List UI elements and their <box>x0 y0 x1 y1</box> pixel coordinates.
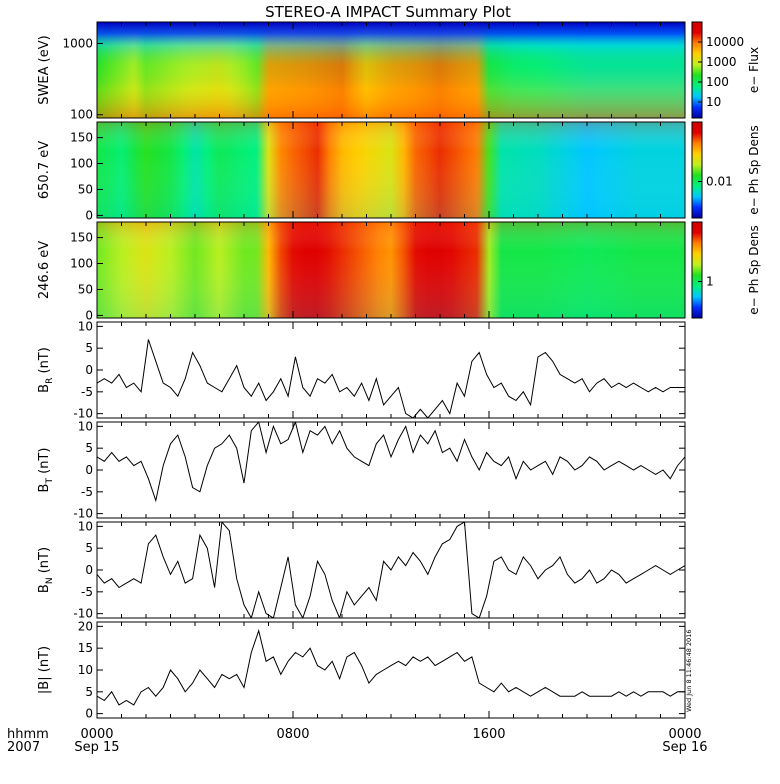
panel-7: 20 15 10 5 0 |B| (nT) <box>37 619 686 721</box>
colorbar-label: e− Ph Sp Dens <box>747 125 761 214</box>
y-tick-label: 100 <box>70 108 93 122</box>
generation-timestamp: Wed Jun 8 11:46:48 2016 <box>685 630 693 712</box>
x-tick-label: 0000 <box>668 727 701 742</box>
y-tick-label: 0 <box>85 363 93 377</box>
y-tick-label: 50 <box>78 282 93 296</box>
y-label-unit: (nT) <box>37 347 52 377</box>
x-tick-label: 1600 <box>472 727 505 742</box>
panel-6: 10 5 0 -5 -10 BN (nT) <box>37 519 686 621</box>
y-tick-label: 150 <box>70 231 93 245</box>
y-tick-label: -10 <box>73 407 93 421</box>
colorbar <box>691 21 703 119</box>
series-line <box>97 628 685 706</box>
colorbar-tick-label: 100 <box>706 75 729 89</box>
y-tick-label: 10 <box>78 419 93 433</box>
series-line <box>97 422 685 503</box>
y-tick-label: 5 <box>85 441 93 455</box>
y-tick-label: 0 <box>85 463 93 477</box>
panel-frame <box>96 421 686 519</box>
series-line <box>97 339 685 418</box>
series-line <box>97 522 685 618</box>
y-axis-label: 650.7 eV <box>37 141 52 199</box>
colorbar-tick-label: 10 <box>706 95 721 109</box>
y-tick-label: 10 <box>78 519 93 533</box>
y-tick-label: -5 <box>81 485 93 499</box>
y-axis-label: BT (nT) <box>37 448 55 493</box>
y-axis-label: BR (nT) <box>37 347 55 393</box>
colorbar <box>691 121 703 219</box>
y-axis-label: 246.6 eV <box>37 241 52 299</box>
y-tick-label: 150 <box>70 131 93 145</box>
colorbar-label: e− Ph Sp Dens <box>747 225 761 314</box>
y-label-subscript: T <box>45 478 55 485</box>
colorbar-tick-label: 0.01 <box>706 175 733 189</box>
panel-5: 10 5 0 -5 -10 BT (nT) <box>37 419 686 521</box>
y-tick-label: 0 <box>85 308 93 322</box>
y-tick-label: 10 <box>78 663 93 677</box>
x-tick-label: Sep 16 <box>662 740 707 755</box>
colorbar-tick-label: 1000 <box>706 55 737 69</box>
y-tick-label: 1000 <box>62 36 93 50</box>
y-tick-label: 100 <box>70 157 93 171</box>
y-label-main: B <box>37 384 52 393</box>
y-tick-label: -5 <box>81 585 93 599</box>
panel-4: 10 5 0 -5 -10 BR (nT) <box>37 319 686 421</box>
panel-1: 1000 100 10000 1000 100 10 e− Flux SWEA (eV) <box>37 21 761 122</box>
y-label-unit: (nT) <box>37 448 52 478</box>
y-tick-label: 0 <box>85 563 93 577</box>
plot-title: STEREO-A IMPACT Summary Plot <box>265 3 511 21</box>
y-tick-label: 0 <box>85 208 93 222</box>
panel-2: 150 100 50 0 0.01 e− Ph Sp Dens 650.7 eV <box>37 121 761 222</box>
y-tick-label: 0 <box>85 707 93 721</box>
y-label-main: B <box>37 584 52 593</box>
y-tick-label: 5 <box>85 341 93 355</box>
y-tick-label: 100 <box>70 257 93 271</box>
y-tick-label: 50 <box>78 182 93 196</box>
x-corner-label-hhmm: hhmm <box>7 727 49 742</box>
y-tick-label: 5 <box>85 685 93 699</box>
y-tick-label: -10 <box>73 607 93 621</box>
colorbar-tick-label: 1 <box>706 275 714 289</box>
x-tick-label: 0000 <box>80 727 113 742</box>
y-label-subscript: N <box>45 577 55 584</box>
heatmap-pitch-overlay <box>97 222 685 318</box>
y-tick-label: 5 <box>85 541 93 555</box>
y-axis-label: SWEA (eV) <box>37 35 52 104</box>
y-tick-label: 20 <box>78 619 93 633</box>
y-tick-label: 15 <box>78 641 93 655</box>
colorbar <box>691 221 703 319</box>
y-axis-label: BN (nT) <box>37 547 55 593</box>
y-tick-label: 10 <box>78 319 93 333</box>
heatmap-pitch-overlay <box>97 122 685 218</box>
y-label-unit: (nT) <box>37 646 52 676</box>
panel-frame <box>96 321 686 419</box>
colorbar-tick-label: 10000 <box>706 35 744 49</box>
y-tick-label: -10 <box>73 507 93 521</box>
y-tick-label: -5 <box>81 385 93 399</box>
x-tick-label: 0800 <box>276 727 309 742</box>
x-tick-label: Sep 15 <box>74 740 119 755</box>
y-label-main: B <box>37 484 52 493</box>
y-label-subscript: R <box>45 378 55 384</box>
x-corner-label-year: 2007 <box>7 740 40 755</box>
heatmap-energy-overlay <box>97 22 685 118</box>
y-axis-label: |B| (nT) <box>37 646 52 694</box>
panel-3: 150 100 50 0 1 e− Ph Sp Dens 246.6 eV <box>37 221 761 322</box>
y-label-unit: (nT) <box>37 547 52 577</box>
panel-frame <box>96 621 686 719</box>
colorbar-label: e− Flux <box>747 47 761 93</box>
y-label-main: |B| <box>37 676 52 694</box>
